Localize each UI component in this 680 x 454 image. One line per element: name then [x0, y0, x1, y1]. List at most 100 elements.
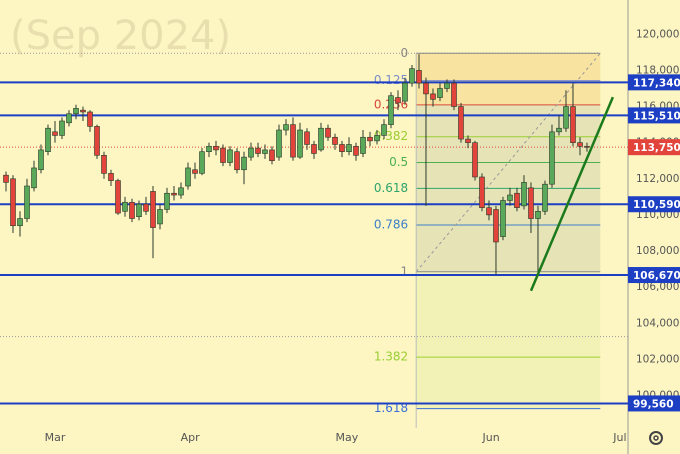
- candle-body: [178, 187, 184, 196]
- candle-body: [17, 218, 23, 227]
- candle-body: [297, 129, 303, 158]
- candle-body: [241, 156, 247, 171]
- candle-body: [500, 200, 506, 237]
- candle-body: [570, 106, 576, 143]
- candle-body: [199, 151, 205, 174]
- level-box: [628, 267, 680, 284]
- candle-body: [339, 144, 345, 152]
- candle-body: [234, 151, 240, 171]
- candle-body: [38, 149, 44, 171]
- candle-body: [59, 120, 65, 136]
- candle-body: [52, 131, 58, 136]
- candle-body: [192, 169, 198, 174]
- candle-body: [430, 93, 436, 100]
- y-tick-label: 108,000: [636, 245, 679, 257]
- candle-body: [507, 194, 513, 201]
- candle-body: [262, 149, 268, 154]
- fib-band: [416, 188, 601, 226]
- level-label: 106,670: [633, 270, 680, 282]
- settings-icon[interactable]: [649, 431, 663, 445]
- candle-body: [311, 144, 317, 154]
- x-tick-label: May: [336, 431, 359, 444]
- fib-label: 0.786: [374, 218, 408, 232]
- candle-body: [220, 147, 226, 163]
- fib-band: [416, 271, 601, 358]
- candle-body: [458, 106, 464, 140]
- fib-label: 0: [401, 46, 409, 60]
- candle-body: [437, 88, 443, 98]
- level-label: 110,590: [633, 199, 680, 211]
- y-tick-label: 104,000: [636, 317, 679, 329]
- fib-band: [416, 357, 601, 409]
- level-label: 115,510: [633, 110, 680, 122]
- candle-body: [122, 201, 128, 212]
- fib-label: 0.618: [374, 181, 408, 195]
- fib-band: [416, 225, 601, 272]
- candle-body: [402, 82, 408, 102]
- candle-body: [304, 131, 310, 145]
- y-tick-label: 112,000: [636, 173, 679, 185]
- fib-label: 0.5: [389, 155, 408, 169]
- candle-body: [276, 129, 282, 158]
- candle-body: [10, 178, 16, 227]
- level-box: [628, 395, 680, 412]
- candle-body: [248, 147, 254, 158]
- level-label: 99,560: [633, 398, 674, 410]
- candle-body: [353, 145, 359, 156]
- candle-body: [115, 180, 121, 214]
- candle-body: [80, 109, 86, 113]
- fib-band: [416, 104, 601, 137]
- x-tick-label: Apr: [181, 431, 201, 444]
- candle-body: [367, 136, 373, 142]
- level-label: 117,340: [633, 77, 680, 89]
- candle-body: [171, 192, 177, 196]
- y-tick-label: 106,000: [636, 281, 679, 293]
- candle-body: [164, 192, 170, 210]
- candle-body: [542, 183, 548, 212]
- candle-body: [87, 111, 93, 127]
- candle-body: [486, 207, 492, 216]
- candle-body: [577, 142, 583, 147]
- x-tick-label: Jun: [481, 431, 499, 444]
- candle-body: [451, 82, 457, 107]
- trendline: [529, 96, 615, 292]
- fib-label: 0.125: [374, 73, 408, 87]
- candle-body: [549, 131, 555, 185]
- fib-band: [416, 162, 601, 189]
- candle-body: [94, 126, 100, 156]
- candle-body: [535, 210, 541, 219]
- candle-body: [493, 209, 499, 243]
- candle-body: [3, 174, 9, 183]
- candle-body: [325, 127, 331, 138]
- candle-body: [73, 108, 79, 115]
- gear-outer[interactable]: [649, 431, 663, 445]
- candle-body: [444, 82, 450, 89]
- candle-body: [24, 185, 30, 219]
- candle-body: [465, 138, 471, 143]
- candle-body: [479, 176, 485, 208]
- candle-body: [213, 145, 219, 151]
- candle-body: [143, 203, 149, 212]
- x-tick-label: Mar: [45, 431, 66, 444]
- candle-body: [255, 147, 261, 154]
- candle-body: [360, 136, 366, 154]
- candle-body: [388, 95, 394, 125]
- candle-body: [332, 136, 338, 145]
- y-tick-label: 120,000: [636, 28, 679, 40]
- y-tick-label: 118,000: [636, 64, 679, 76]
- gear-inner[interactable]: [653, 435, 659, 441]
- candle-body: [108, 173, 114, 181]
- level-box: [628, 74, 680, 91]
- candle-body: [129, 201, 135, 219]
- candle-body: [290, 124, 296, 158]
- candle-body: [66, 113, 72, 124]
- candle-body: [556, 127, 562, 133]
- candle-body: [269, 149, 275, 162]
- candle-body: [136, 203, 142, 218]
- fib-label: 1: [401, 264, 409, 278]
- candle-body: [346, 144, 352, 152]
- candle-body: [514, 192, 520, 208]
- candle-body: [528, 187, 534, 219]
